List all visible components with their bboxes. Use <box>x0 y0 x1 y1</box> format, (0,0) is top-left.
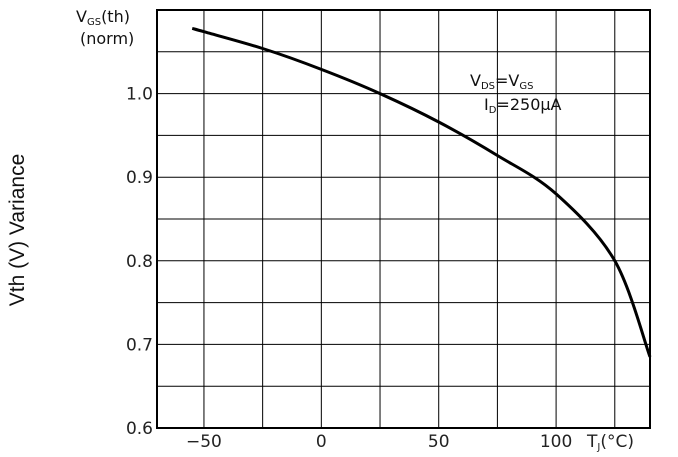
y-tick-labels: 0.6 0.7 0.8 0.9 1.0 <box>126 85 153 439</box>
x-tick-label: −50 <box>186 432 222 452</box>
y-header-bottom: (norm) <box>80 29 134 48</box>
plot-frame <box>156 9 651 429</box>
x-tick-label: 0 <box>316 432 327 452</box>
grid <box>157 10 650 428</box>
y-tick-label: 0.9 <box>126 168 153 188</box>
series-line <box>191 26 652 358</box>
y-axis-title: Vth (V) Variance <box>6 154 29 307</box>
x-tick-label: 50 <box>428 432 450 452</box>
x-axis-end-label: TJ(°C) <box>586 432 634 453</box>
y-tick-label: 0.8 <box>126 252 153 272</box>
y-tick-label: 0.6 <box>126 419 153 439</box>
y-tick-label: 0.7 <box>126 335 153 355</box>
y-tick-label: 1.0 <box>126 85 153 105</box>
x-tick-label: 100 <box>540 432 572 452</box>
x-tick-labels: −50 0 50 100 <box>186 432 572 452</box>
annotation-line-1: VDS=VGS <box>470 71 533 92</box>
annotation-line-2: ID=250μA <box>484 95 562 116</box>
y-header-top: VGS(th) <box>76 7 130 28</box>
